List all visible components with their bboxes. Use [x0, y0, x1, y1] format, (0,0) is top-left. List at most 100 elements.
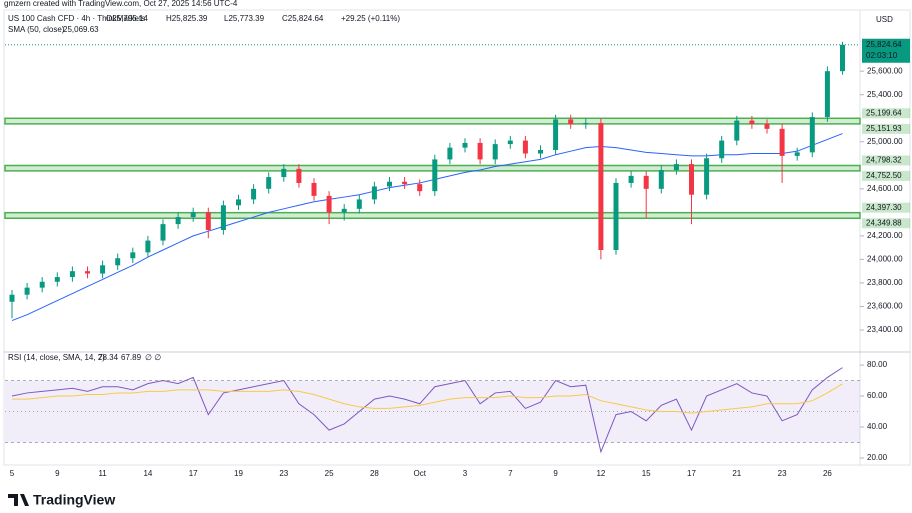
candle-body	[432, 159, 438, 192]
ohlc-label: O25,795.14	[106, 14, 148, 23]
candle-body	[809, 117, 815, 153]
candle-body	[100, 265, 106, 274]
zone-label-bg	[862, 123, 910, 134]
candle-body	[568, 119, 574, 125]
zone-label: 25,199.64	[866, 108, 902, 117]
candle-body	[281, 168, 287, 178]
candle-body	[205, 212, 211, 230]
y-tick-label: 23,800.00	[867, 278, 903, 287]
candle-body	[734, 120, 740, 141]
zone-label: 25,151.93	[866, 124, 902, 133]
y-tick-label: 60.00	[867, 391, 888, 400]
zone-label-bg	[862, 108, 910, 119]
rsi-ma-line	[12, 383, 843, 414]
candle-body	[296, 168, 302, 183]
candle-body	[840, 44, 845, 72]
candle-body	[417, 184, 423, 192]
candle-body	[553, 119, 559, 150]
x-tick-label: 23	[778, 469, 787, 478]
candle-body	[266, 177, 272, 189]
x-tick-label: 26	[823, 469, 832, 478]
ohlc-label: C25,824.64	[282, 14, 324, 23]
y-tick-label: 40.00	[867, 422, 888, 431]
zone-label-bg	[862, 155, 910, 166]
candle-body	[719, 140, 725, 159]
candle-body	[145, 240, 151, 253]
currency: USD	[876, 15, 893, 24]
candle-body	[613, 182, 619, 250]
zone	[4, 117, 861, 125]
rsi-legend-value: 78.34	[98, 353, 119, 362]
candle-body	[538, 150, 543, 154]
change-label: +29.25 (+0.11%)	[341, 14, 400, 23]
zone-label: 24,397.30	[866, 203, 902, 212]
candle-body	[220, 205, 226, 230]
candle-body	[643, 175, 649, 189]
candle-body	[311, 182, 317, 196]
candle-body	[794, 152, 800, 156]
candle-body	[749, 120, 755, 125]
candle-body	[673, 164, 679, 170]
x-tick-label: 23	[279, 469, 288, 478]
candle-body	[115, 258, 121, 266]
y-tick-label: 80.00	[867, 360, 888, 369]
candle-body	[190, 212, 196, 218]
candle-body	[658, 170, 664, 189]
y-tick-label: 25,000.00	[867, 137, 903, 146]
x-tick-label: 9	[553, 469, 558, 478]
x-tick-label: 12	[596, 469, 605, 478]
sma-line	[11, 133, 843, 322]
x-tick-label: 11	[98, 469, 107, 478]
zone-label-bg	[862, 218, 910, 229]
candle-body	[341, 208, 347, 213]
logo: TradingView	[8, 492, 115, 508]
sma-legend: SMA (50, close)	[8, 25, 65, 34]
x-tick-label: 25	[325, 469, 334, 478]
candle-body	[764, 124, 770, 129]
candle-body	[779, 128, 785, 156]
y-tick-label: 24,600.00	[867, 184, 903, 193]
candle-body	[507, 140, 513, 145]
candle-body	[824, 71, 830, 118]
x-tick-label: Oct	[413, 469, 426, 478]
candle-body	[130, 252, 136, 259]
x-tick-label: 17	[189, 469, 198, 478]
y-tick-label: 24,000.00	[867, 255, 903, 264]
x-tick-label: 15	[642, 469, 651, 478]
zone-label: 24,798.32	[866, 156, 902, 165]
sma-legend-value: 25,069.63	[63, 25, 99, 34]
candle-body	[704, 158, 710, 195]
x-tick-label: 17	[687, 469, 696, 478]
y-tick-label: 23,600.00	[867, 302, 903, 311]
y-tick-label: 20.00	[867, 453, 888, 462]
y-tick-label: 25,600.00	[867, 66, 903, 75]
rsi-extra-label: ∅ ∅	[145, 353, 161, 362]
candle-body	[477, 142, 483, 160]
rsi-ma-legend-value: 67.89	[121, 353, 142, 362]
rsi-line	[11, 367, 843, 454]
candle-body	[24, 287, 30, 295]
countdown: 02:03:10	[866, 51, 898, 60]
candle-body	[522, 140, 528, 154]
zone	[4, 211, 861, 219]
zone-label-bg	[862, 202, 910, 213]
logo-text: TradingView	[33, 492, 115, 508]
candle-body	[160, 224, 166, 241]
candle-body	[628, 175, 634, 183]
candle-body	[356, 199, 362, 209]
credit: gmzern created with TradingView.com, Oct…	[4, 0, 238, 8]
candle-body	[251, 188, 257, 200]
candle-body	[69, 271, 75, 278]
last-price-label: 25,824.64	[866, 40, 902, 49]
x-tick-label: 9	[55, 469, 60, 478]
zone-label: 24,349.88	[866, 218, 902, 227]
candle-body	[236, 199, 241, 206]
candle-body	[326, 195, 332, 213]
zone-label-bg	[862, 170, 910, 181]
x-tick-label: 21	[732, 469, 741, 478]
candle-body	[387, 181, 392, 187]
candle-body	[689, 164, 694, 195]
candle-body	[447, 147, 453, 160]
